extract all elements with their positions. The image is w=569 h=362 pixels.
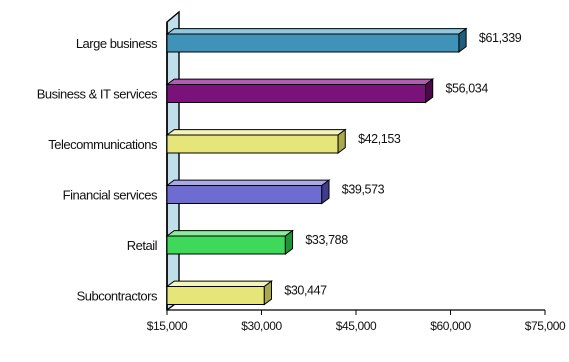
bar-telecommunications bbox=[165, 128, 347, 155]
y-axis-wall bbox=[166, 10, 180, 312]
category-label: Business & IT services bbox=[37, 87, 158, 102]
category-label: Retail bbox=[127, 238, 158, 253]
value-label: $56,034 bbox=[446, 82, 489, 96]
bar-top bbox=[165, 280, 274, 287]
bar-top bbox=[165, 179, 331, 186]
chart-back-wall bbox=[166, 10, 180, 312]
bar-top bbox=[165, 78, 435, 85]
bar-large-business bbox=[165, 27, 468, 53]
bar-front bbox=[166, 84, 427, 103]
bar-side bbox=[458, 27, 467, 53]
category-label: Telecommunications bbox=[48, 137, 158, 152]
x-tick-label: $30,000 bbox=[241, 319, 282, 333]
x-tick-label: $75,000 bbox=[525, 319, 566, 333]
bar-side bbox=[337, 128, 346, 155]
value-label: $30,447 bbox=[284, 284, 327, 298]
bar-front bbox=[166, 185, 323, 204]
x-tick-label: $15,000 bbox=[147, 319, 188, 333]
bar-side bbox=[263, 280, 273, 306]
bar-business-and-it-services bbox=[165, 78, 435, 104]
bar-front bbox=[166, 134, 339, 154]
category-labels: Large business Business & IT services Tele… bbox=[37, 36, 159, 304]
value-labels: $61,339 $56,034 $42,153 $39,573 $33,788 $30,4… bbox=[284, 31, 522, 298]
bar-front bbox=[166, 286, 265, 305]
bar-side bbox=[425, 78, 434, 104]
x-axis: $15,000 $30,000 $45,000 $60,000 $75,000 bbox=[147, 309, 566, 333]
bars-group bbox=[165, 27, 468, 306]
bar-side bbox=[284, 229, 294, 256]
bar-side bbox=[321, 179, 330, 205]
category-label: Financial services bbox=[63, 188, 158, 203]
bar-financial-services bbox=[165, 179, 331, 205]
x-tick-label: $45,000 bbox=[336, 319, 377, 333]
bar-retail bbox=[165, 229, 295, 256]
bar-top bbox=[165, 28, 468, 35]
value-label: $39,573 bbox=[342, 183, 385, 197]
bar-subcontractors bbox=[165, 280, 274, 306]
bar-top bbox=[165, 129, 347, 136]
value-label: $33,788 bbox=[305, 233, 348, 247]
category-label: Subcontractors bbox=[77, 289, 158, 304]
bar-front bbox=[166, 235, 286, 255]
x-tick-label: $60,000 bbox=[430, 319, 471, 333]
bar-top bbox=[165, 230, 295, 237]
bar-front bbox=[166, 33, 460, 53]
value-label: $42,153 bbox=[358, 132, 401, 146]
category-label: Large business bbox=[76, 36, 158, 51]
value-label: $61,339 bbox=[479, 31, 522, 45]
